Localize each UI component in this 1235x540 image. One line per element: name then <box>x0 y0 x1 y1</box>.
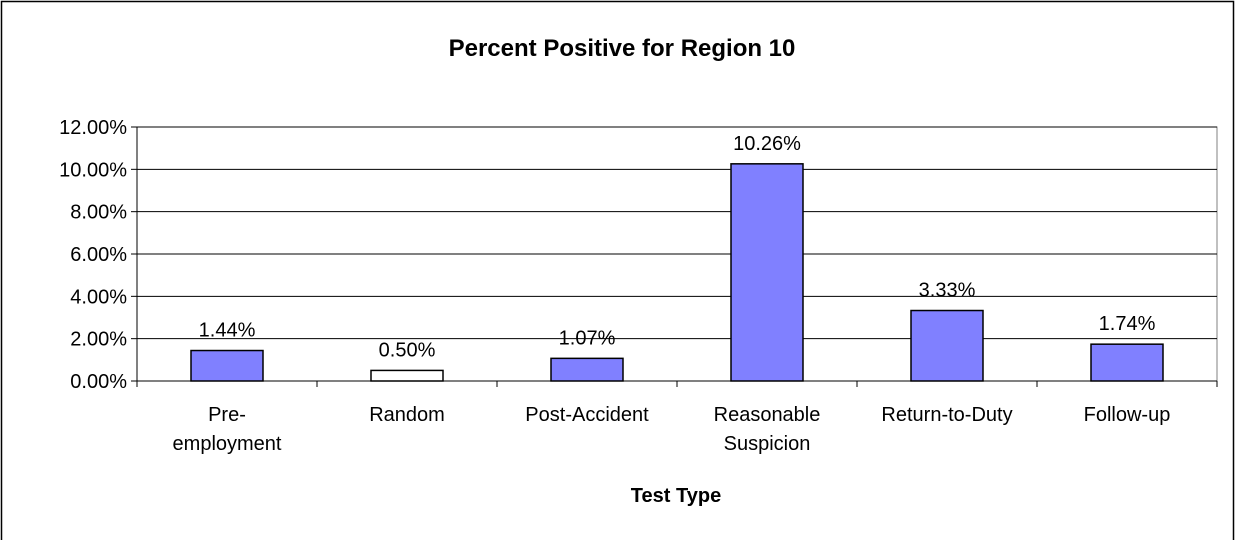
bar <box>370 369 444 382</box>
x-tick-label: Follow-up <box>1084 404 1171 426</box>
data-label: 1.07% <box>559 327 616 349</box>
y-tick-label: 0.00% <box>70 371 127 393</box>
y-tick-label: 10.00% <box>59 159 127 181</box>
data-label: 10.26% <box>733 133 801 155</box>
data-label: 1.44% <box>199 320 256 342</box>
y-tick-label: 2.00% <box>70 329 127 351</box>
x-tick-label: Post-Accident <box>525 404 649 426</box>
data-label: 3.33% <box>919 280 976 302</box>
bar <box>730 163 804 382</box>
data-label: 1.74% <box>1099 313 1156 335</box>
x-axis-title: Test Type <box>631 485 721 507</box>
x-tick-label: Return-to-Duty <box>881 404 1012 426</box>
bar <box>910 309 984 382</box>
x-tick-label: employment <box>173 433 282 455</box>
bar <box>190 349 264 382</box>
x-tick-label: Pre- <box>208 404 246 426</box>
y-tick-label: 12.00% <box>59 117 127 139</box>
plot-area: 0.00% 2.00% 4.00% 6.00% 8.00% 10.00% 12.00% 1.4… <box>59 117 1218 455</box>
y-tick-label: 4.00% <box>70 286 127 308</box>
x-tick-label: Random <box>369 404 445 426</box>
data-label: 0.50% <box>379 339 436 361</box>
bar <box>1090 343 1164 382</box>
x-tick-label: Suspicion <box>724 433 811 455</box>
y-tick-label: 8.00% <box>70 202 127 224</box>
x-tick-label: Reasonable <box>714 404 821 426</box>
chart-title: Percent Positive for Region 10 <box>449 35 796 62</box>
y-tick-label: 6.00% <box>70 244 127 266</box>
bar <box>550 357 624 382</box>
